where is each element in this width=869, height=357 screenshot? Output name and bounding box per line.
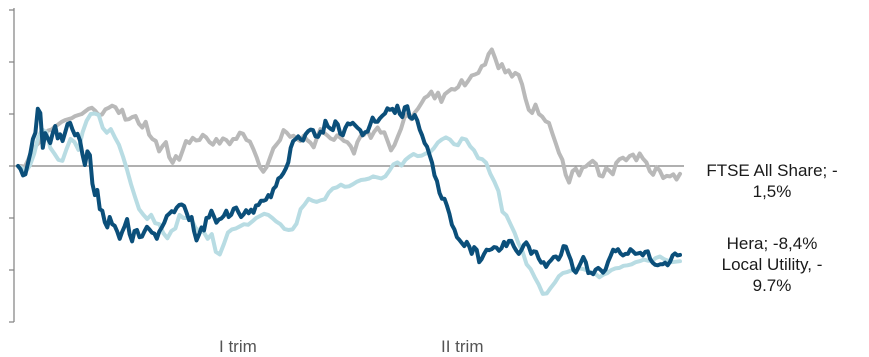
- axis-layer: [9, 8, 684, 323]
- x-tick-label-i-trim: I trim: [219, 337, 257, 356]
- series-line-hera: [16, 103, 682, 277]
- series-layer: [16, 47, 682, 296]
- series-line-ftse-all-share: [16, 47, 682, 185]
- legend-label-local-utility: Local Utility, - 9.7%: [721, 255, 823, 295]
- series-line-local-utility: [16, 111, 682, 296]
- x-tick-label-ii-trim: II trim: [441, 337, 484, 356]
- legend-label-hera: Hera; -8,4%: [726, 234, 818, 253]
- legend-label-ftse-all-share: FTSE All Share; - 1,5%: [706, 161, 838, 201]
